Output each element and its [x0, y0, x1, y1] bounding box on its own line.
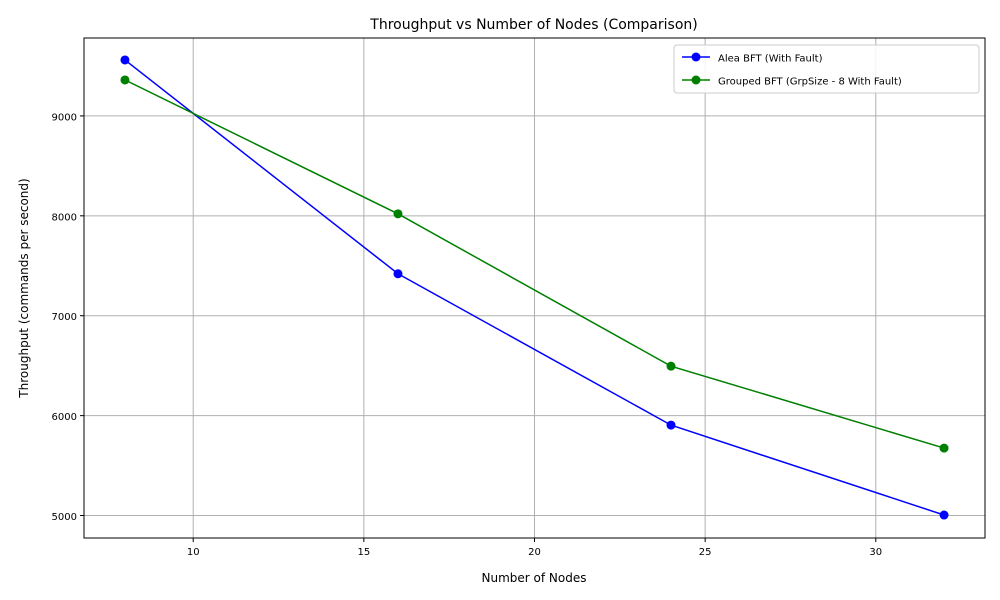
data-point: [393, 209, 403, 219]
legend-item: Alea BFT (With Fault): [682, 52, 823, 65]
legend-item: Grouped BFT (GrpSize - 8 With Fault): [682, 75, 902, 88]
x-tick-label: 30: [869, 547, 882, 558]
x-tick-label: 10: [187, 547, 200, 558]
y-tick-label: 6000: [52, 412, 77, 423]
y-axis-ticks: 5000 6000 7000 8000 9000: [52, 112, 84, 523]
y-tick-label: 8000: [52, 212, 77, 223]
y-axis-label: Throughput (commands per second): [17, 178, 31, 398]
series-2: [120, 75, 949, 453]
x-axis-label: Number of Nodes: [482, 571, 587, 585]
data-point: [120, 55, 130, 65]
legend-marker: [691, 75, 701, 85]
legend-marker: [691, 52, 701, 62]
y-tick-label: 5000: [52, 512, 77, 523]
legend-label: Alea BFT (With Fault): [718, 54, 823, 65]
data-point: [666, 361, 676, 371]
series-line: [124, 59, 945, 516]
data-point: [393, 269, 403, 279]
data-point: [939, 443, 949, 453]
chart-title: Throughput vs Number of Nodes (Compariso…: [369, 17, 697, 33]
legend: Alea BFT (With Fault) Grouped BFT (GrpSiz…: [673, 44, 980, 94]
x-tick-label: 25: [699, 547, 712, 558]
x-tick-label: 15: [357, 547, 370, 558]
x-tick-label: 20: [528, 547, 541, 558]
legend-label: Grouped BFT (GrpSize - 8 With Fault): [718, 77, 902, 88]
y-tick-label: 9000: [52, 112, 77, 123]
data-point: [120, 75, 130, 85]
series-line: [124, 79, 945, 449]
legend-box: [673, 44, 980, 94]
data-point: [939, 510, 949, 520]
series-layer: [120, 55, 949, 520]
series-1: [120, 55, 949, 520]
y-tick-label: 7000: [52, 312, 77, 323]
x-axis-ticks: 10 15 20 25 30: [187, 538, 882, 558]
data-point: [666, 420, 676, 430]
